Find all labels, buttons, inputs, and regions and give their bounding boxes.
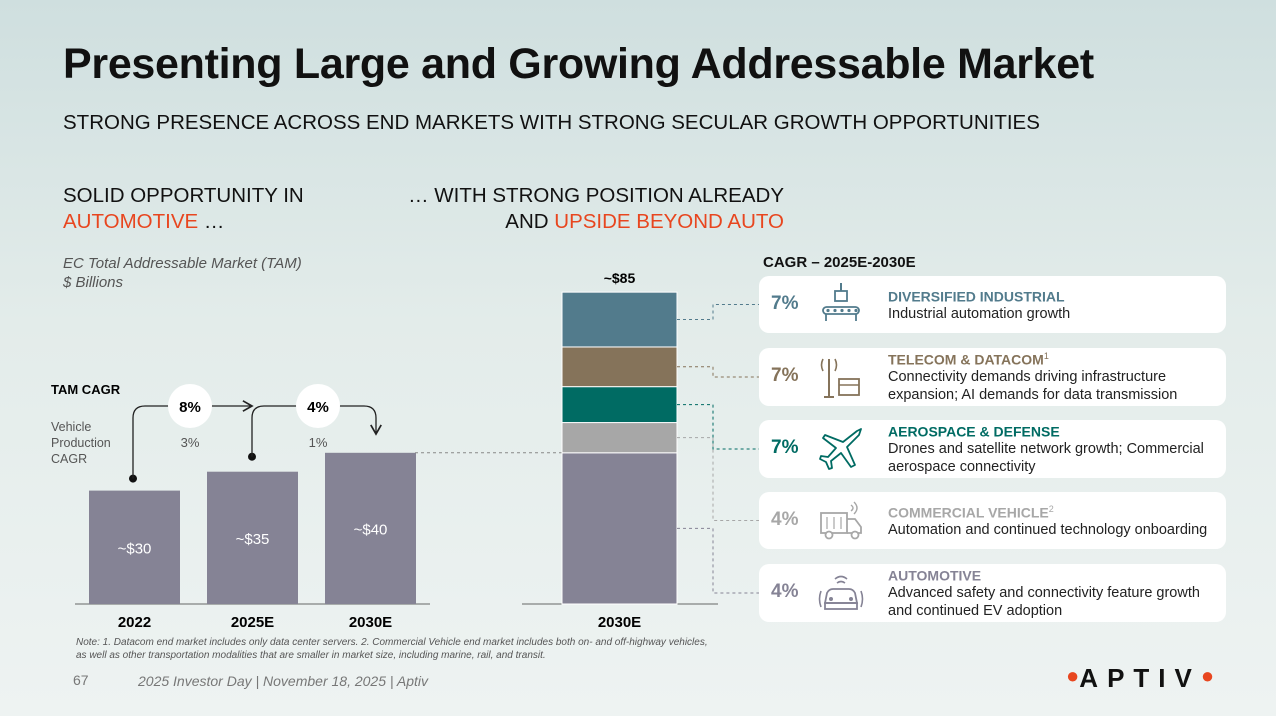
x-tick-label: 2022 [118, 614, 151, 631]
left-heading-line1: SOLID OPPORTUNITY IN [63, 184, 304, 207]
vehicle-cagr-value: 3% [181, 435, 200, 450]
segment-description: Advanced safety and connectivity feature… [888, 585, 1200, 619]
segment-description: Connectivity demands driving infrastruct… [888, 369, 1178, 403]
segment-title: TELECOM & DATACOM [888, 351, 1044, 368]
logo-text: APTIV [1079, 663, 1201, 693]
vehicle-cagr-value: 1% [309, 435, 328, 450]
left-heading-suffix: … [198, 210, 225, 233]
footnote: Note: 1. Datacom end market includes onl… [76, 637, 708, 661]
left-heading-highlight: AUTOMOTIVE [63, 210, 199, 233]
airplane-icon [819, 428, 862, 470]
cell-tower-icon [820, 358, 860, 398]
tam-cagr-label: TAM CAGR [51, 382, 121, 397]
segment-card-commercial-vehicle: 4% COMMERCIAL VEHICLE2 Automation and cont… [759, 492, 1226, 549]
stack-segment-aerospace-defense [561, 386, 678, 424]
connector-line [677, 304, 759, 321]
truck-icon [820, 501, 862, 539]
stack-segment-telecom-datacom [561, 346, 678, 388]
segment-cagr: 4% [771, 508, 799, 530]
bar-value-label: ~$35 [236, 531, 270, 548]
segment-title: AUTOMOTIVE [888, 567, 982, 584]
right-heading-highlight: UPSIDE BEYOND AUTO [554, 210, 784, 233]
bar-2025e [207, 471, 298, 604]
right-heading-prefix: AND [505, 210, 555, 233]
segment-card-diversified-industrial: 7% DIVERSIFIED INDUSTRIAL Industrial autom… [759, 276, 1226, 333]
connected-car-icon [818, 575, 864, 610]
segment-footnote-ref: 1 [1043, 351, 1049, 361]
segment-card-automotive: 4% AUTOMOTIVE Advanced safety and connecti… [759, 564, 1226, 622]
right-heading: … WITH STRONG POSITION ALREADY AND UPSID… [380, 183, 784, 235]
segment-cagr: 7% [771, 365, 799, 386]
segment-title: COMMERCIAL VEHICLE [888, 504, 1049, 521]
aptiv-logo: ●APTIV● [1066, 663, 1215, 693]
segment-description: Drones and satellite network growth; Com… [888, 441, 1204, 475]
connector-line [677, 404, 759, 450]
segment-card-aerospace-defense: 7% AEROSPACE & DEFENSE Drones and satellit… [759, 420, 1226, 478]
stack-segment-automotive [561, 452, 678, 605]
conveyor-robot-icon [822, 282, 860, 321]
segment-title: AEROSPACE & DEFENSE [888, 423, 1060, 440]
page-title: Presenting Large and Growing Addressable… [63, 40, 1094, 88]
segment-title: DIVERSIFIED INDUSTRIAL [888, 288, 1065, 305]
stack-total-label: ~$85 [604, 270, 636, 286]
page-number: 67 [73, 672, 89, 688]
bar-value-label: ~$40 [354, 521, 388, 538]
segment-card-telecom-datacom: 7% TELECOM & DATACOM1 Connectivity demands… [759, 348, 1226, 406]
page-subtitle: STRONG PRESENCE ACROSS END MARKETS WITH … [63, 111, 1040, 134]
cagr-header: CAGR – 2025E-2030E [763, 254, 916, 271]
footer-text: 2025 Investor Day | November 18, 2025 | … [138, 673, 429, 689]
cagr-bubble [168, 384, 212, 428]
segment-footnote-ref: 2 [1048, 504, 1054, 514]
vehicle-cagr-label: Production [51, 436, 111, 450]
segment-description: Automation and continued technology onbo… [888, 522, 1208, 538]
bar-2022 [89, 490, 180, 604]
left-heading: SOLID OPPORTUNITY IN AUTOMOTIVE … [63, 183, 304, 235]
cagr-bubble [296, 384, 340, 428]
right-heading-line1: … WITH STRONG POSITION ALREADY [408, 184, 784, 207]
stack-segment-commercial-vehicle [561, 422, 678, 454]
segment-cagr: 7% [771, 437, 799, 458]
tam-cagr-arrow [132, 400, 254, 479]
connector-line [677, 527, 759, 594]
segment-cagr: 4% [771, 581, 799, 602]
tam-cagr-value: 8% [179, 399, 201, 416]
x-tick-label: 2025E [231, 614, 274, 631]
connector-line [677, 437, 759, 521]
bar-2030e [325, 452, 416, 604]
x-tick-label: 2030E [349, 614, 392, 631]
connector-line [677, 366, 759, 378]
bar-value-label: ~$30 [118, 540, 152, 557]
segment-cagr: 7% [771, 292, 799, 314]
vehicle-cagr-label: Vehicle [51, 420, 91, 434]
stack-segment-diversified-industrial [561, 291, 678, 348]
tam-cagr-value: 4% [307, 399, 329, 416]
tam-label: EC Total Addressable Market (TAM) $ Bill… [63, 254, 302, 292]
x-tick-label: 2030E [598, 614, 641, 631]
tam-label-line1: EC Total Addressable Market (TAM) [63, 255, 302, 272]
vehicle-cagr-label: CAGR [51, 452, 87, 466]
segment-description: Industrial automation growth [888, 306, 1071, 322]
tam-label-line2: $ Billions [63, 274, 124, 291]
